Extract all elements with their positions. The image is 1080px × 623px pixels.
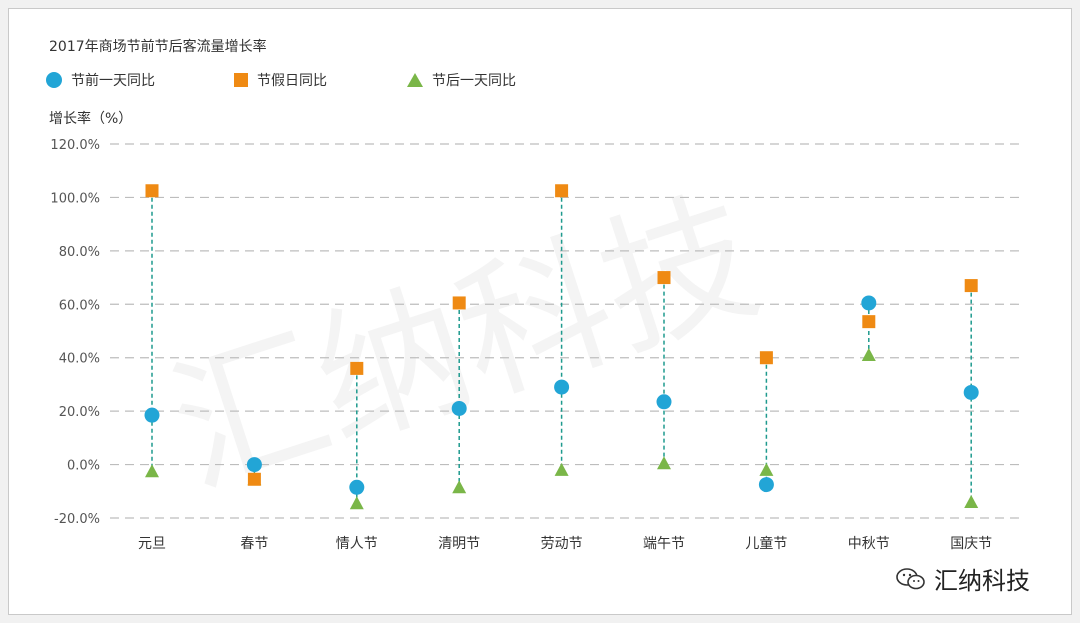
square-point	[145, 184, 159, 198]
triangle-point	[759, 462, 774, 476]
triangle-point	[861, 348, 876, 362]
watermark-badge: 汇纳科技	[896, 561, 1030, 596]
y-tick-labels: 120.0% 100.0% 80.0% 60.0% 40.0% 20.0% 0.0% -20.…	[50, 138, 100, 527]
chart-card	[8, 8, 1072, 615]
x-tick-labels: 元旦 春节 情人节 清明节 劳动节 端午节 儿童节 中秋节 国庆节	[138, 535, 992, 552]
circle-point	[349, 479, 365, 495]
circle-point	[451, 400, 467, 416]
watermark-text: 汇纳科技	[152, 168, 776, 519]
x-tick-label: 春节	[240, 536, 268, 552]
triangle-point	[349, 496, 364, 510]
triangle-point	[452, 480, 467, 494]
triangle-marker-icon	[407, 73, 423, 87]
legend-item-holiday: 节假日同比	[233, 70, 327, 90]
circle-point	[246, 457, 262, 473]
circle-point	[144, 407, 160, 423]
triangle-point	[964, 494, 979, 508]
square-point	[759, 351, 773, 365]
circle-point	[656, 394, 672, 410]
square-point	[452, 296, 466, 310]
circle-point	[554, 379, 570, 395]
legend-item-post-holiday: 节后一天同比	[406, 70, 516, 90]
square-point	[350, 361, 364, 375]
wechat-icon	[896, 567, 925, 589]
x-tick-label: 国庆节	[950, 536, 992, 552]
square-point	[862, 315, 876, 329]
y-tick-label: 60.0%	[59, 298, 100, 313]
circle-point	[758, 477, 774, 493]
y-tick-label: 0.0%	[67, 459, 100, 474]
x-tick-label: 劳动节	[541, 536, 583, 552]
x-tick-label: 元旦	[138, 536, 166, 552]
y-tick-label: 80.0%	[59, 245, 100, 260]
x-tick-label: 中秋节	[848, 536, 890, 552]
y-tick-label: 100.0%	[50, 191, 100, 206]
data-marks	[144, 184, 979, 510]
y-tick-label: 40.0%	[59, 352, 100, 367]
y-tick-label: 20.0%	[59, 405, 100, 420]
legend-item-pre-holiday: 节前一天同比	[45, 70, 155, 90]
x-tick-label: 清明节	[438, 536, 480, 552]
chart-title: 2017年商场节前节后客流量增长率	[49, 39, 267, 55]
watermark-badge-text: 汇纳科技	[934, 567, 1030, 595]
square-point	[247, 472, 261, 486]
y-tick-label: 120.0%	[50, 138, 100, 153]
square-marker-icon	[234, 73, 248, 87]
triangle-point	[657, 456, 671, 470]
legend-label: 节假日同比	[257, 73, 327, 89]
square-point	[555, 184, 569, 198]
square-point	[964, 279, 978, 293]
circle-point	[861, 295, 877, 311]
y-axis-label: 增长率（%）	[49, 111, 133, 127]
legend-label: 节前一天同比	[71, 73, 155, 89]
square-point	[657, 271, 671, 285]
legend-label: 节后一天同比	[432, 73, 516, 89]
circle-point	[963, 384, 979, 400]
x-tick-label: 端午节	[643, 536, 685, 552]
triangle-point	[145, 464, 159, 478]
x-tick-label: 儿童节	[745, 535, 787, 552]
y-tick-label: -20.0%	[54, 512, 100, 527]
x-tick-label: 情人节	[336, 536, 378, 552]
triangle-point	[554, 462, 569, 476]
circle-marker-icon	[46, 72, 62, 88]
